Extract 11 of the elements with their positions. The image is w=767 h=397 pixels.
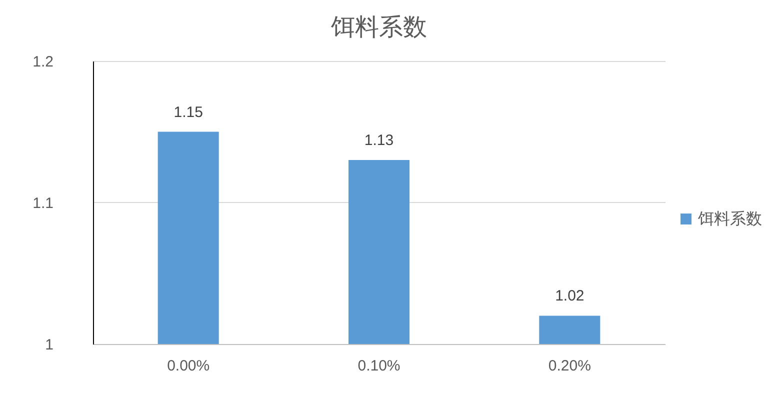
data-label: 1.02	[555, 288, 584, 305]
data-label: 1.13	[364, 132, 394, 150]
chart-title: 饵料系数	[330, 14, 427, 41]
legend-label: 饵料系数	[697, 210, 762, 228]
y-tick-label: 1.1	[32, 195, 54, 212]
data-label: 1.15	[174, 104, 203, 121]
y-tick-label: 1	[45, 336, 54, 354]
x-tick-label: 0.20%	[548, 358, 591, 374]
x-tick-label: 0.00%	[167, 358, 210, 374]
y-tick-label: 1.2	[32, 54, 54, 70]
x-tick-label: 0.10%	[358, 358, 400, 374]
